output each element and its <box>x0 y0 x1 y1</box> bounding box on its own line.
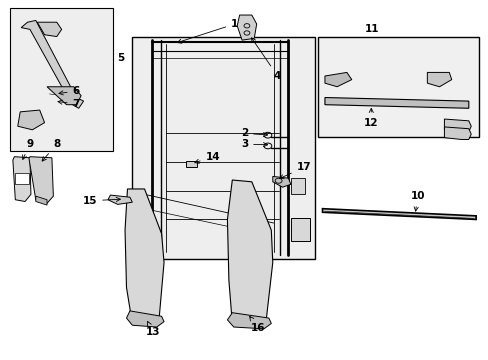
Polygon shape <box>322 209 475 220</box>
Text: 4: 4 <box>251 38 281 81</box>
Polygon shape <box>427 72 451 87</box>
Polygon shape <box>13 157 31 202</box>
Polygon shape <box>18 110 44 130</box>
Bar <box>290 178 305 194</box>
Text: 16: 16 <box>249 316 265 333</box>
Polygon shape <box>37 22 61 37</box>
Polygon shape <box>272 176 290 187</box>
Polygon shape <box>29 157 53 203</box>
Text: 5: 5 <box>117 53 124 63</box>
Text: 15: 15 <box>82 196 120 206</box>
Polygon shape <box>325 72 351 87</box>
Polygon shape <box>21 21 83 108</box>
Polygon shape <box>227 180 272 325</box>
Text: 17: 17 <box>279 162 311 179</box>
Bar <box>290 218 310 241</box>
Polygon shape <box>108 195 132 204</box>
Text: 7: 7 <box>58 99 80 109</box>
Text: 13: 13 <box>145 321 160 337</box>
Polygon shape <box>126 311 163 327</box>
Text: 2: 2 <box>241 129 267 138</box>
Bar <box>132 37 315 259</box>
Bar <box>317 37 478 137</box>
Text: 3: 3 <box>241 139 267 149</box>
Polygon shape <box>444 127 470 139</box>
Bar <box>15 173 29 184</box>
Text: 6: 6 <box>59 86 80 96</box>
Text: 9: 9 <box>22 139 34 159</box>
Polygon shape <box>325 98 468 108</box>
Polygon shape <box>237 15 256 40</box>
Polygon shape <box>125 189 163 325</box>
Text: 11: 11 <box>364 24 379 35</box>
Bar <box>185 161 196 167</box>
Text: 1: 1 <box>177 19 238 43</box>
Polygon shape <box>10 8 113 151</box>
Text: 8: 8 <box>42 139 61 161</box>
Polygon shape <box>227 313 271 329</box>
Text: 12: 12 <box>363 108 378 128</box>
Polygon shape <box>444 119 470 132</box>
Polygon shape <box>47 87 81 105</box>
Polygon shape <box>36 196 47 205</box>
Text: 10: 10 <box>409 191 424 211</box>
Text: 14: 14 <box>194 152 220 163</box>
